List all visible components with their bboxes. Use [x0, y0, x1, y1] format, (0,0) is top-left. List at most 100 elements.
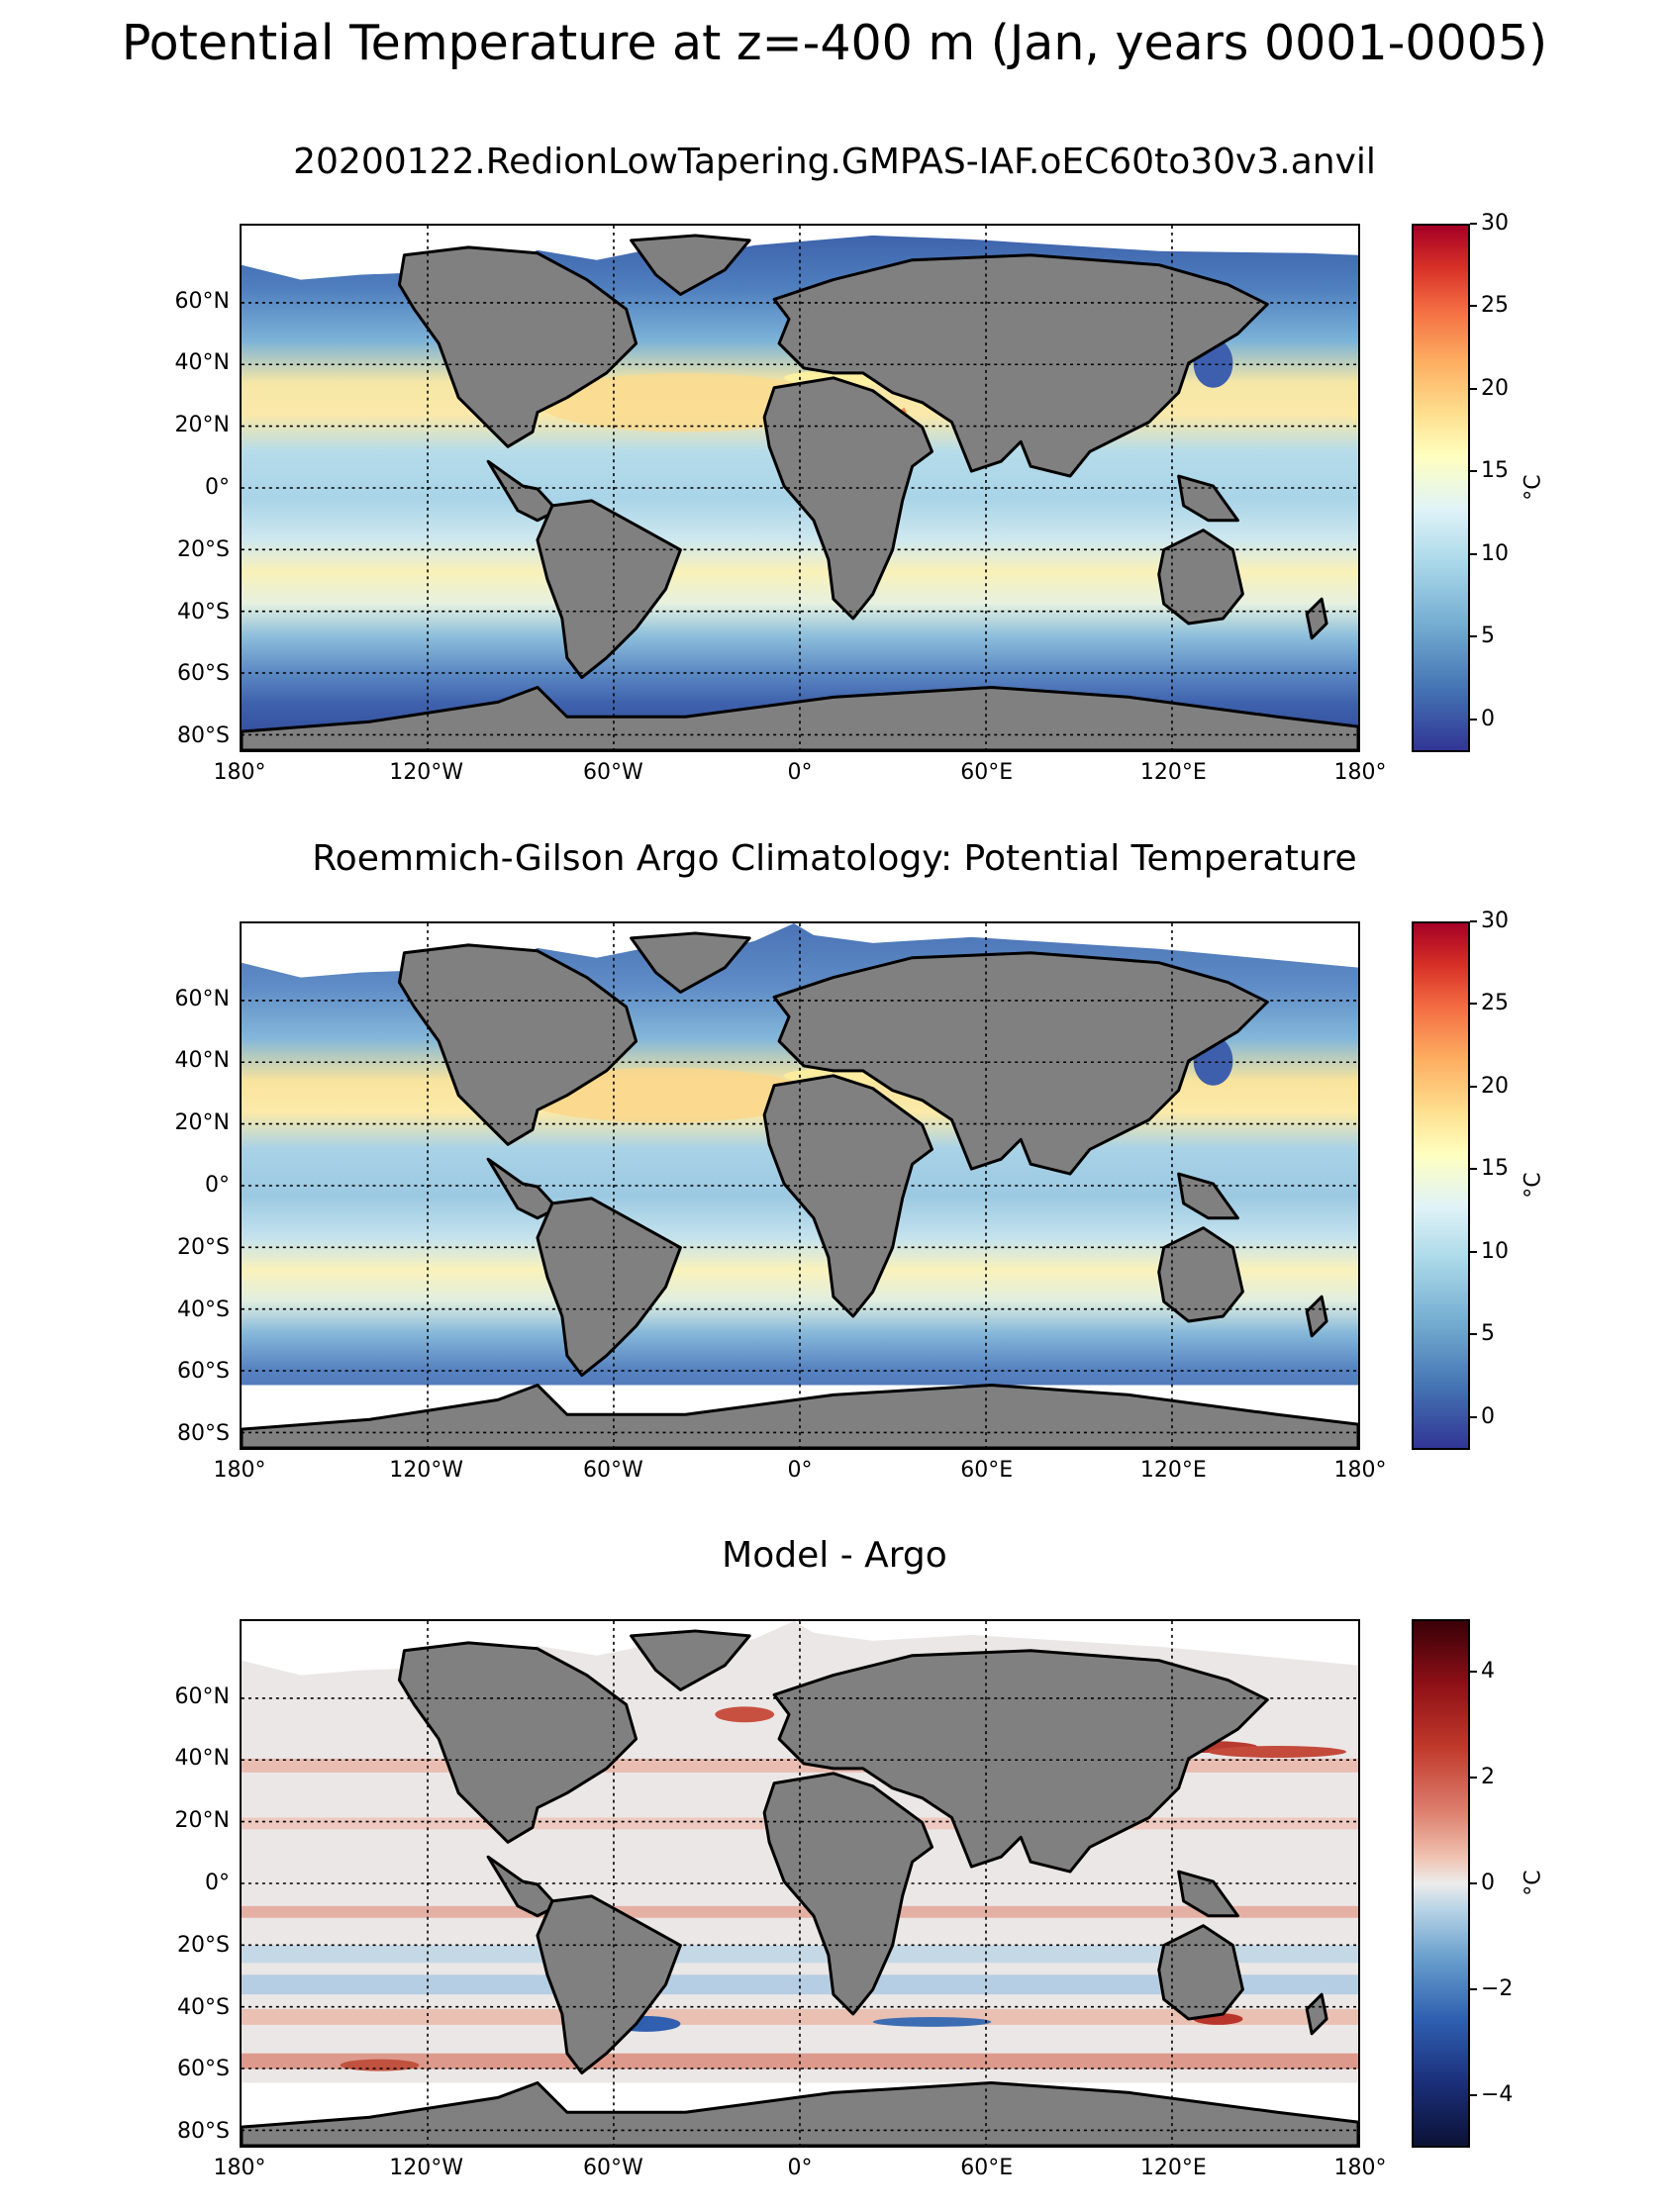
panel-1-ytick-label: 20°S	[177, 536, 230, 562]
panel-1-colorbar-tick-label: 0	[1481, 706, 1495, 731]
panel-2-colorbar-tick-label: 0	[1481, 1403, 1495, 1429]
panel-3-colorbar-label: °C	[1521, 1870, 1546, 1896]
panel-3-title: Model - Argo	[722, 1535, 947, 1576]
panel-2-colorbar-tick-mark	[1470, 1333, 1477, 1336]
panel-1-colorbar-tick-mark	[1470, 387, 1477, 390]
panel-2-ytick-label: 60°S	[177, 1359, 230, 1385]
panel-3-xtick-label: 60°E	[960, 2156, 1014, 2180]
panel-2-colorbar-tick-mark	[1470, 1250, 1477, 1253]
panel-1-ytick-label: 0°	[205, 475, 230, 500]
panel-1-xtick-label: 120°W	[389, 760, 464, 785]
panel-3-ytick-label: 80°S	[177, 2119, 230, 2145]
panel-2-colorbar-tick-mark	[1470, 1003, 1477, 1006]
panel-1-colorbar-tick-label: 20	[1481, 375, 1509, 401]
panel-1-xtick-label: 60°W	[582, 760, 643, 785]
panel-1-ytick-label: 20°N	[174, 413, 230, 438]
panel-3-colorbar-tick-label: −4	[1481, 2081, 1514, 2107]
panel-3-colorbar-tick-mark	[1470, 1987, 1477, 1990]
panel-2-xtick-label: 0°	[787, 1458, 813, 1483]
panel-3-colorbar-tick-label: 0	[1481, 1871, 1495, 1895]
panel-1-colorbar-tick-label: 10	[1481, 540, 1509, 566]
panel-2-colorbar-tick-mark	[1470, 1168, 1477, 1171]
panel-2-xtick-label: 60°E	[960, 1458, 1014, 1483]
panel-3-map-svg	[242, 1621, 1358, 2146]
panel-2-colorbar-tick-mark	[1470, 1085, 1477, 1088]
panel-3-colorbar-tick-label: −2	[1481, 1975, 1514, 2001]
figure-suptitle: Potential Temperature at z=-400 m (Jan, …	[121, 15, 1548, 71]
panel-1-colorbar-tick-mark	[1470, 718, 1477, 721]
panel-3-ytick-label: 60°S	[177, 2057, 230, 2082]
panel-2-colorbar-tick-mark	[1470, 1415, 1477, 1418]
panel-2-ytick-label: 0°	[205, 1173, 230, 1198]
panel-1-colorbar-tick-mark	[1470, 552, 1477, 555]
panel-1-arctic-missing	[242, 226, 1358, 280]
panel-1-xtick-label: 0°	[787, 760, 813, 785]
panel-3-map	[240, 1619, 1360, 2148]
panel-2-ytick-label: 60°N	[174, 986, 230, 1011]
panel-2-arctic-missing	[242, 923, 1358, 978]
panel-2-colorbar-tick-mark	[1470, 920, 1477, 922]
panel-1-xtick-label: 60°E	[960, 760, 1014, 785]
panel-1-xtick-label: 120°E	[1139, 760, 1207, 785]
panel-2-colorbar-tick-label: 30	[1481, 909, 1509, 933]
panel-3-colorbar-tick-mark	[1470, 1777, 1477, 1779]
panel-3-colorbar	[1412, 1619, 1470, 2148]
panel-3-ytick-label: 20°S	[177, 1932, 230, 1958]
panel-3-colorbar-tick-label: 4	[1481, 1659, 1495, 1684]
panel-3-colorbar-tick-mark	[1470, 1671, 1477, 1674]
panel-2-colorbar-tick-label: 10	[1481, 1238, 1509, 1264]
panel-1-colorbar-tick-mark	[1470, 223, 1477, 225]
panel-2-map-svg	[242, 923, 1358, 1448]
panel-3-ytick-label: 0°	[205, 1871, 230, 1895]
panel-2-colorbar	[1412, 921, 1470, 1450]
panel-3-colorbar-tick-mark	[1470, 2093, 1477, 2096]
panel-3-xtick-label: 0°	[787, 2156, 813, 2180]
panel-2-xtick-label: 180°	[213, 1458, 266, 1483]
panel-3-xtick-label: 120°E	[1139, 2156, 1207, 2180]
panel-2-xtick-label: 120°W	[389, 1458, 464, 1483]
panel-1-colorbar-tick-label: 5	[1481, 624, 1495, 649]
panel-3-ytick-label: 20°N	[174, 1808, 230, 1834]
panel-2-xtick-label: 120°E	[1139, 1458, 1207, 1483]
panel-3-xtick-label: 120°W	[389, 2156, 464, 2180]
panel-1-colorbar-tick-mark	[1470, 305, 1477, 308]
panel-3-colorbar-tick-label: 2	[1481, 1765, 1495, 1790]
panel-1-colorbar	[1412, 224, 1470, 752]
panel-2-ytick-label: 20°N	[174, 1110, 230, 1136]
panel-3-xtick-label: 180°	[1333, 2156, 1387, 2180]
panel-1-ytick-label: 60°N	[174, 288, 230, 314]
panel-2-colorbar-tick-label: 20	[1481, 1073, 1509, 1099]
panel-2-colorbar-tick-label: 15	[1481, 1156, 1509, 1182]
panel-3-colorbar-tick-mark	[1470, 1882, 1477, 1884]
panel-2-ytick-label: 20°S	[177, 1234, 230, 1260]
panel-1-colorbar-tick-label: 30	[1481, 211, 1509, 236]
panel-3-ytick-label: 40°N	[174, 1746, 230, 1772]
panel-2-ytick-label: 80°S	[177, 1421, 230, 1447]
panel-1-colorbar-tick-mark	[1470, 635, 1477, 638]
panel-1-xtick-label: 180°	[1333, 760, 1387, 785]
panel-1-ytick-label: 40°N	[174, 350, 230, 376]
panel-3-arctic-missing	[242, 1621, 1358, 1676]
panel-1-warm-atlantic	[537, 372, 834, 433]
panel-2-colorbar-tick-label: 25	[1481, 991, 1509, 1016]
panel-1-xtick-label: 180°	[213, 760, 266, 785]
panel-1-title: 20200122.RedionLowTapering.GMPAS-IAF.oEC…	[293, 142, 1376, 182]
panel-3-xtick-label: 60°W	[582, 2156, 643, 2180]
panel-1-colorbar-tick-label: 25	[1481, 293, 1509, 319]
panel-3-ytick-label: 40°S	[177, 1994, 230, 2020]
panel-1-colorbar-tick-label: 15	[1481, 458, 1509, 484]
panel-1-ytick-label: 40°S	[177, 599, 230, 625]
panel-2-xtick-label: 60°W	[582, 1458, 643, 1483]
panel-2-colorbar-tick-label: 5	[1481, 1321, 1495, 1347]
panel-2-map	[240, 921, 1360, 1450]
panel-2-title: Roemmich-Gilson Argo Climatology: Potent…	[312, 838, 1357, 879]
panel-1-map	[240, 224, 1360, 752]
panel-3-ytick-label: 60°N	[174, 1683, 230, 1709]
panel-3-xtick-label: 180°	[213, 2156, 266, 2180]
panel-2-ytick-label: 40°S	[177, 1297, 230, 1322]
panel-2-ytick-label: 40°N	[174, 1048, 230, 1074]
panel-1-map-svg	[242, 226, 1358, 750]
panel-2-xtick-label: 180°	[1333, 1458, 1387, 1483]
panel-2-colorbar-label: °C	[1521, 1172, 1546, 1199]
panel-1-ytick-label: 80°S	[177, 723, 230, 749]
